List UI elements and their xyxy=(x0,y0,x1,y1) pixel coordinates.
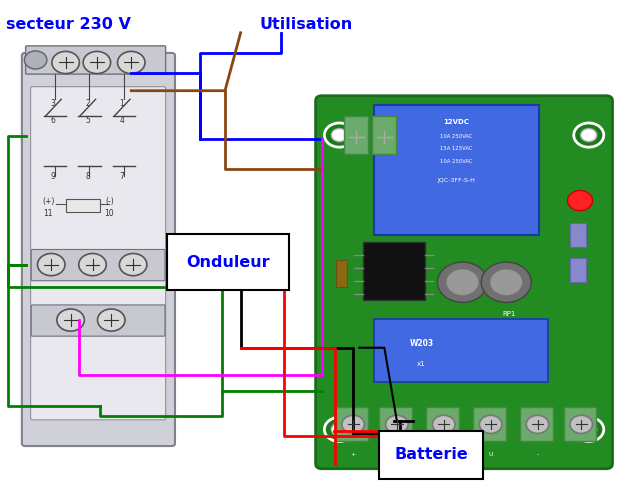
Text: (-): (-) xyxy=(105,197,114,206)
Text: +: + xyxy=(441,452,446,457)
FancyBboxPatch shape xyxy=(336,260,347,287)
Circle shape xyxy=(446,269,479,295)
FancyBboxPatch shape xyxy=(570,223,586,247)
Text: 12VDC: 12VDC xyxy=(443,119,469,125)
Circle shape xyxy=(118,51,145,74)
Text: 10A 250VAC: 10A 250VAC xyxy=(440,134,472,139)
FancyBboxPatch shape xyxy=(374,319,548,382)
Text: +: + xyxy=(351,452,356,457)
Text: 3: 3 xyxy=(51,99,56,108)
Circle shape xyxy=(481,262,531,302)
Text: W203: W203 xyxy=(409,339,434,348)
Circle shape xyxy=(568,191,592,211)
Circle shape xyxy=(52,51,79,74)
Circle shape xyxy=(574,417,604,442)
Text: x1: x1 xyxy=(417,360,426,366)
Text: U: U xyxy=(488,452,493,457)
Circle shape xyxy=(526,415,549,433)
Text: 2: 2 xyxy=(85,99,90,108)
FancyBboxPatch shape xyxy=(336,407,368,441)
Text: 4: 4 xyxy=(119,116,124,125)
Circle shape xyxy=(119,254,147,276)
FancyBboxPatch shape xyxy=(520,407,552,441)
Text: BAT-: BAT- xyxy=(390,452,404,457)
Circle shape xyxy=(331,423,348,436)
Circle shape xyxy=(57,309,84,331)
FancyBboxPatch shape xyxy=(570,258,586,282)
FancyBboxPatch shape xyxy=(26,46,166,74)
Text: 10A 250VAC: 10A 250VAC xyxy=(440,159,472,164)
Text: Onduleur: Onduleur xyxy=(186,255,269,270)
Circle shape xyxy=(79,254,106,276)
FancyBboxPatch shape xyxy=(426,407,459,441)
Text: JQC-3FF-S-H: JQC-3FF-S-H xyxy=(438,178,475,183)
FancyBboxPatch shape xyxy=(316,96,612,469)
Text: (+): (+) xyxy=(42,197,54,206)
FancyBboxPatch shape xyxy=(344,116,367,154)
Circle shape xyxy=(324,123,354,147)
Text: 6: 6 xyxy=(51,116,56,125)
Circle shape xyxy=(24,51,47,69)
FancyBboxPatch shape xyxy=(564,407,596,441)
FancyBboxPatch shape xyxy=(374,105,539,235)
Circle shape xyxy=(324,417,354,442)
FancyBboxPatch shape xyxy=(66,199,100,212)
FancyBboxPatch shape xyxy=(473,407,506,441)
Text: Utilisation: Utilisation xyxy=(259,17,352,32)
Text: -: - xyxy=(536,452,539,457)
Text: 10: 10 xyxy=(104,209,114,218)
Text: 9: 9 xyxy=(51,172,56,181)
Circle shape xyxy=(386,415,408,433)
Text: Batterie: Batterie xyxy=(394,448,468,462)
Circle shape xyxy=(581,423,597,436)
Circle shape xyxy=(83,51,111,74)
FancyBboxPatch shape xyxy=(31,87,166,420)
Text: 7: 7 xyxy=(119,172,124,181)
Circle shape xyxy=(38,254,65,276)
Circle shape xyxy=(574,123,604,147)
Text: RP1: RP1 xyxy=(503,311,516,317)
FancyBboxPatch shape xyxy=(379,431,482,479)
Circle shape xyxy=(432,415,455,433)
Circle shape xyxy=(438,262,488,302)
Text: 15A 125VAC: 15A 125VAC xyxy=(440,146,472,151)
FancyBboxPatch shape xyxy=(362,242,425,300)
Circle shape xyxy=(490,269,522,295)
Circle shape xyxy=(331,129,348,142)
Text: 11: 11 xyxy=(43,209,53,218)
Text: secteur 230 V: secteur 230 V xyxy=(6,17,131,32)
Circle shape xyxy=(98,309,125,331)
Circle shape xyxy=(479,415,502,433)
Text: 1: 1 xyxy=(119,99,124,108)
FancyBboxPatch shape xyxy=(167,234,289,290)
FancyBboxPatch shape xyxy=(31,305,165,336)
FancyBboxPatch shape xyxy=(372,116,396,154)
FancyBboxPatch shape xyxy=(22,53,175,446)
Text: 8: 8 xyxy=(85,172,90,181)
FancyBboxPatch shape xyxy=(31,249,165,281)
Text: 5: 5 xyxy=(85,116,90,125)
Circle shape xyxy=(581,129,597,142)
FancyBboxPatch shape xyxy=(379,407,412,441)
Circle shape xyxy=(570,415,592,433)
Circle shape xyxy=(342,415,364,433)
